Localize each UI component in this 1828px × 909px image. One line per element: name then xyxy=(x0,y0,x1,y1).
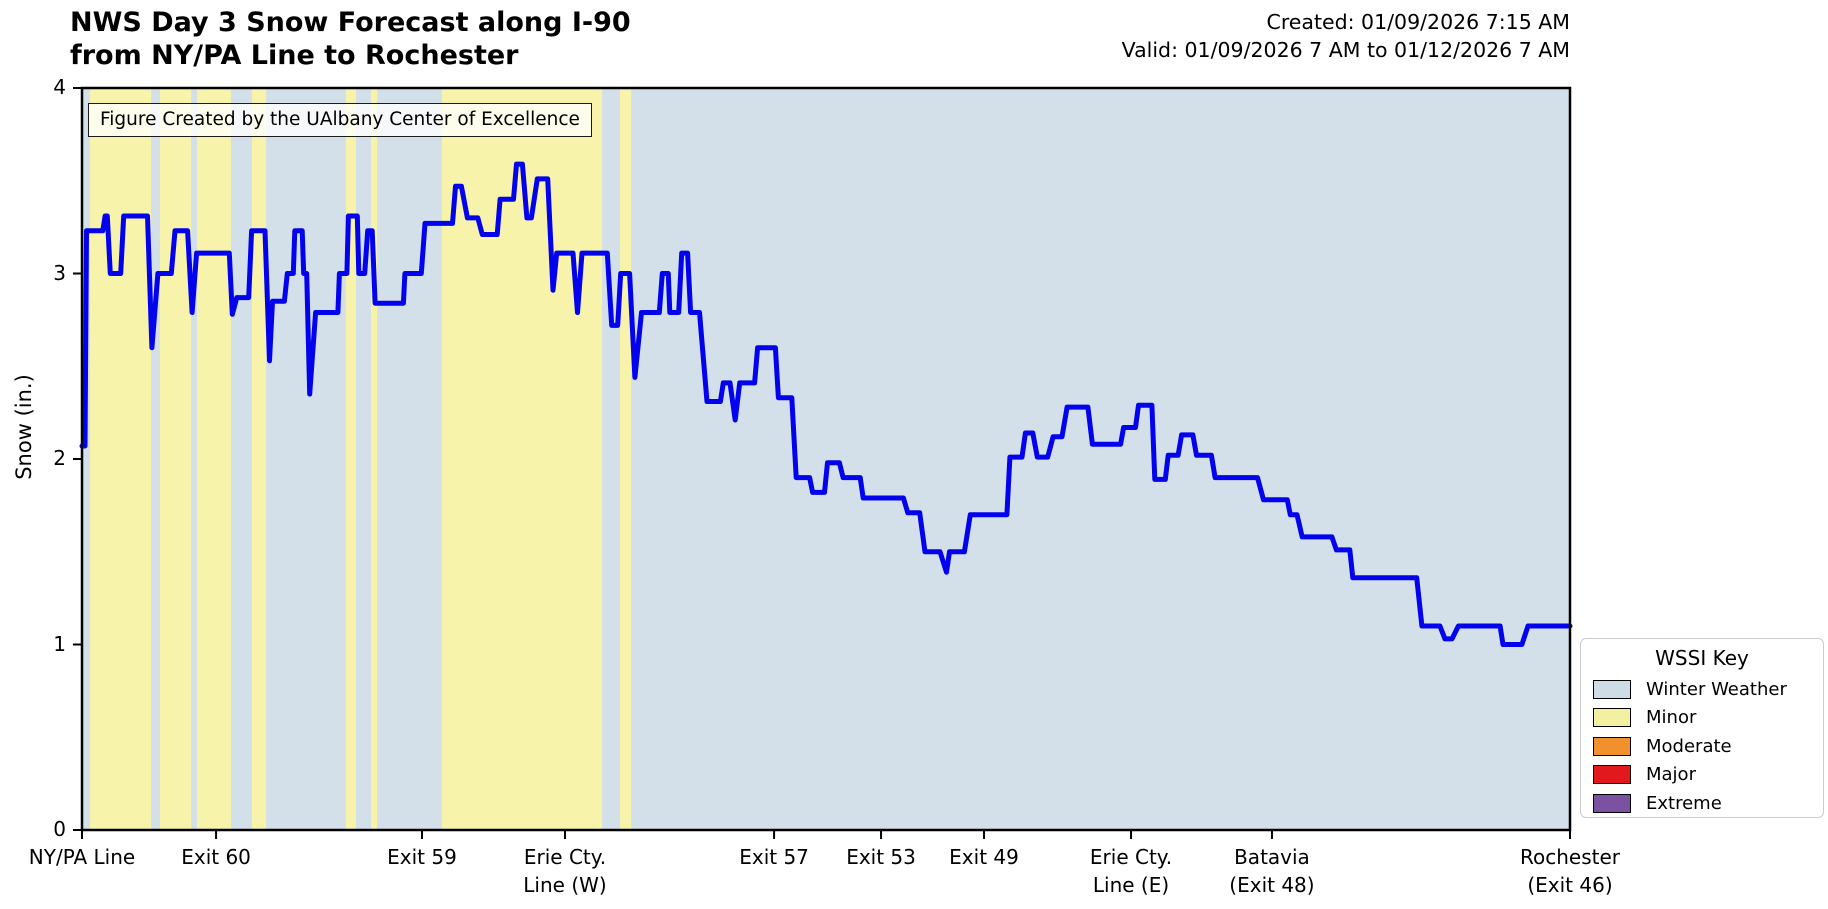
minor-band xyxy=(90,88,152,830)
plot-border xyxy=(80,86,1572,832)
minor-band xyxy=(197,88,231,830)
winter-weather-band xyxy=(82,88,1570,830)
minor-band xyxy=(159,88,192,830)
minor-band xyxy=(251,88,267,830)
minor-band xyxy=(345,88,356,830)
minor-band xyxy=(370,88,378,830)
minor-band xyxy=(620,88,632,830)
snow-forecast-line xyxy=(79,161,1573,647)
